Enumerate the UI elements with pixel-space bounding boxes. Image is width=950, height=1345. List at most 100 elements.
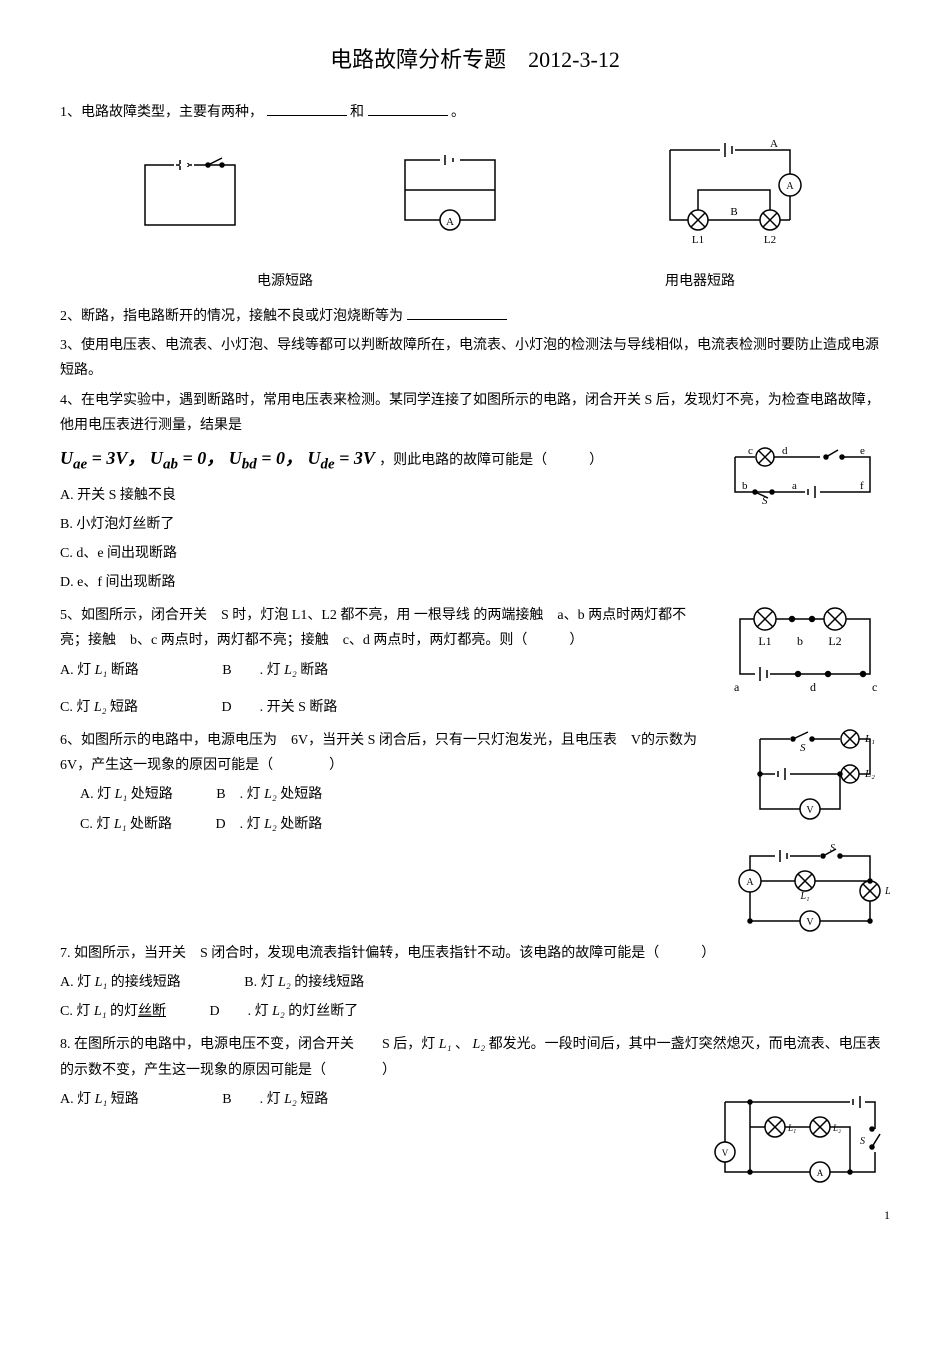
svg-text:A: A (770, 138, 778, 150)
q6a-sub: L₁ (115, 787, 128, 802)
question-2: 2、断路，指电路断开的情况，接触不良或灯泡烧断等为 (60, 304, 890, 329)
q1-captions: 电源短路 用电器短路 (60, 265, 890, 294)
blank-2 (368, 101, 448, 116)
q6a-mid: 处短路 (127, 787, 173, 802)
q5c-mid: 短路 (107, 700, 139, 715)
q4-formula: Uae = 3V， Uab = 0， Ubd = 0， Ude = 3V (60, 448, 379, 468)
q5a-pre: A. 灯 (60, 663, 95, 678)
svg-text:L2: L2 (764, 234, 776, 246)
q7b-pre: B. 灯 (244, 975, 278, 990)
svg-text:B: B (730, 206, 737, 218)
q6c-pre: C. 灯 (80, 817, 114, 832)
q5a-mid: 断路 (107, 663, 139, 678)
q5c-pre: C. 灯 (60, 700, 94, 715)
q4-tail: ，则此电路的故障可能是（ ） (379, 453, 603, 468)
q7b-mid: 的接线短路 (291, 975, 365, 990)
svg-text:A: A (446, 216, 454, 228)
q7c-underline: 丝断 (138, 1004, 166, 1019)
question-4: 4、在电学实验中，遇到断路时，常用电压表来检测。某同学连接了如图所示的电路，闭合… (60, 388, 890, 438)
q8-sub2: L₂ (472, 1037, 485, 1052)
q7a-sub: L₁ (95, 975, 108, 990)
q7-opts-cd: C. 灯 L₁ 的灯丝断 D . 灯 L₂ 的灯丝断了 (60, 999, 890, 1024)
q8a-mid: 短路 (107, 1092, 139, 1107)
q8b-pre: B . 灯 (222, 1092, 284, 1107)
blank-1 (267, 101, 347, 116)
q6a-pre: A. 灯 (80, 787, 115, 802)
q5b-pre: B . 灯 (222, 663, 284, 678)
svg-text:a: a (734, 680, 740, 694)
q8b-mid: 短路 (297, 1092, 329, 1107)
svg-text:e: e (860, 445, 865, 457)
q8-diagram: V A S L₁ L₂ (710, 1087, 890, 1187)
caption-right: 用电器短路 (615, 269, 785, 294)
q4-optD: D. e、f 间出现断路 (60, 570, 890, 595)
svg-text:d: d (810, 680, 816, 694)
q1-diagrams: A A A L1 L2 (60, 135, 890, 255)
page-title: 电路故障分析专题 2012-3-12 (60, 40, 890, 80)
q6b-sub: L₂ (264, 787, 277, 802)
diagram-source-short-1 (130, 150, 250, 240)
q4-diagram: c d e f a b S (720, 442, 890, 512)
svg-text:L₂: L₂ (832, 1123, 841, 1133)
svg-text:f: f (860, 480, 864, 492)
q5b-sub: L₂ (284, 663, 297, 678)
q8-text-b: 、 (455, 1037, 469, 1052)
q5c-sub: L₂ (94, 700, 107, 715)
q6c-mid: 处断路 (127, 817, 173, 832)
diagram-source-short-2: A (390, 145, 510, 245)
q6c-sub: L₁ (114, 817, 127, 832)
q7c-pre: C. 灯 (60, 1004, 94, 1019)
svg-text:S: S (860, 1136, 865, 1147)
q6d-pre: D . 灯 (216, 817, 265, 832)
svg-text:V: V (806, 805, 814, 816)
svg-text:A: A (817, 1168, 824, 1178)
page-number: 1 (884, 1205, 890, 1227)
svg-text:d: d (782, 445, 788, 457)
question-8: 8. 在图所示的电路中，电源电压不变，闭合开关 S 后，灯 L₁ 、 L₂ 都发… (60, 1032, 890, 1082)
svg-text:A: A (786, 181, 794, 192)
q7-opts-ab: A. 灯 L₁ 的接线短路 B. 灯 L₂ 的接线短路 (60, 970, 890, 995)
q4-optC: C. d、e 间出现断路 (60, 541, 890, 566)
q4-formula-row: c d e f a b S Uae = 3V， Uab = 0， Ubd = 0… (60, 442, 890, 479)
q7a-mid: 的接线短路 (107, 975, 181, 990)
q7d-pre: D . 灯 (210, 1004, 273, 1019)
q7d-sub: L₂ (272, 1004, 285, 1019)
q6d-mid: 处断路 (277, 817, 323, 832)
q7c-mid: 的灯 (107, 1004, 139, 1019)
q1-text-b: 和 (350, 105, 364, 120)
q5a-sub: L₁ (95, 663, 108, 678)
svg-text:V: V (722, 1148, 729, 1158)
q1-text-c: 。 (451, 105, 465, 120)
q8a-pre: A. 灯 (60, 1092, 95, 1107)
q8a-sub: L₁ (95, 1092, 108, 1107)
diagram-device-short: A A L1 L2 B (650, 135, 820, 255)
question-7: 7. 如图所示，当开关 S 闭合时，发现电流表指针偏转，电压表指针不动。该电路的… (60, 845, 890, 966)
q6b-mid: 处短路 (277, 787, 323, 802)
q6b-pre: B . 灯 (216, 787, 264, 802)
svg-text:L1: L1 (692, 234, 704, 246)
q7a-pre: A. 灯 (60, 975, 95, 990)
q8-text-a: 8. 在图所示的电路中，电源电压不变，闭合开关 S 后，灯 (60, 1037, 439, 1052)
q1-text-a: 1、电路故障类型，主要有两种， (60, 105, 263, 120)
q5b-mid: 断路 (297, 663, 329, 678)
q7c-sub: L₁ (94, 1004, 107, 1019)
svg-text:b: b (742, 480, 748, 492)
q4-optB: B. 小灯泡灯丝断了 (60, 512, 890, 537)
question-3: 3、使用电压表、电流表、小灯泡、导线等都可以判断故障所在，电流表、小灯泡的检测法… (60, 333, 890, 383)
svg-text:c: c (872, 680, 877, 694)
question-1: 1、电路故障类型，主要有两种， 和 。 (60, 100, 890, 125)
q7d-mid: 的灯丝断了 (285, 1004, 359, 1019)
svg-text:L₁: L₁ (787, 1123, 796, 1133)
q2-text: 2、断路，指电路断开的情况，接触不良或灯泡烧断等为 (60, 309, 403, 324)
question-6: 6、如图所示的电路中，电源电压为 6V，当开关 S 闭合后，只有一只灯泡发光，且… (60, 728, 890, 778)
q6d-sub: L₂ (264, 817, 277, 832)
question-5: 5、如图所示，闭合开关 S 时，灯泡 L1、L2 都不亮，用 一根导线 的两端接… (60, 603, 890, 653)
q8-sub1: L₁ (439, 1037, 452, 1052)
svg-text:a: a (792, 480, 797, 492)
caption-left: 电源短路 (165, 269, 405, 294)
q7b-sub: L₂ (278, 975, 291, 990)
q5d-pre: D . 开关 S 断路 (222, 700, 338, 715)
blank-3 (407, 305, 507, 320)
q8b-sub: L₂ (284, 1092, 297, 1107)
svg-text:c: c (748, 445, 753, 457)
